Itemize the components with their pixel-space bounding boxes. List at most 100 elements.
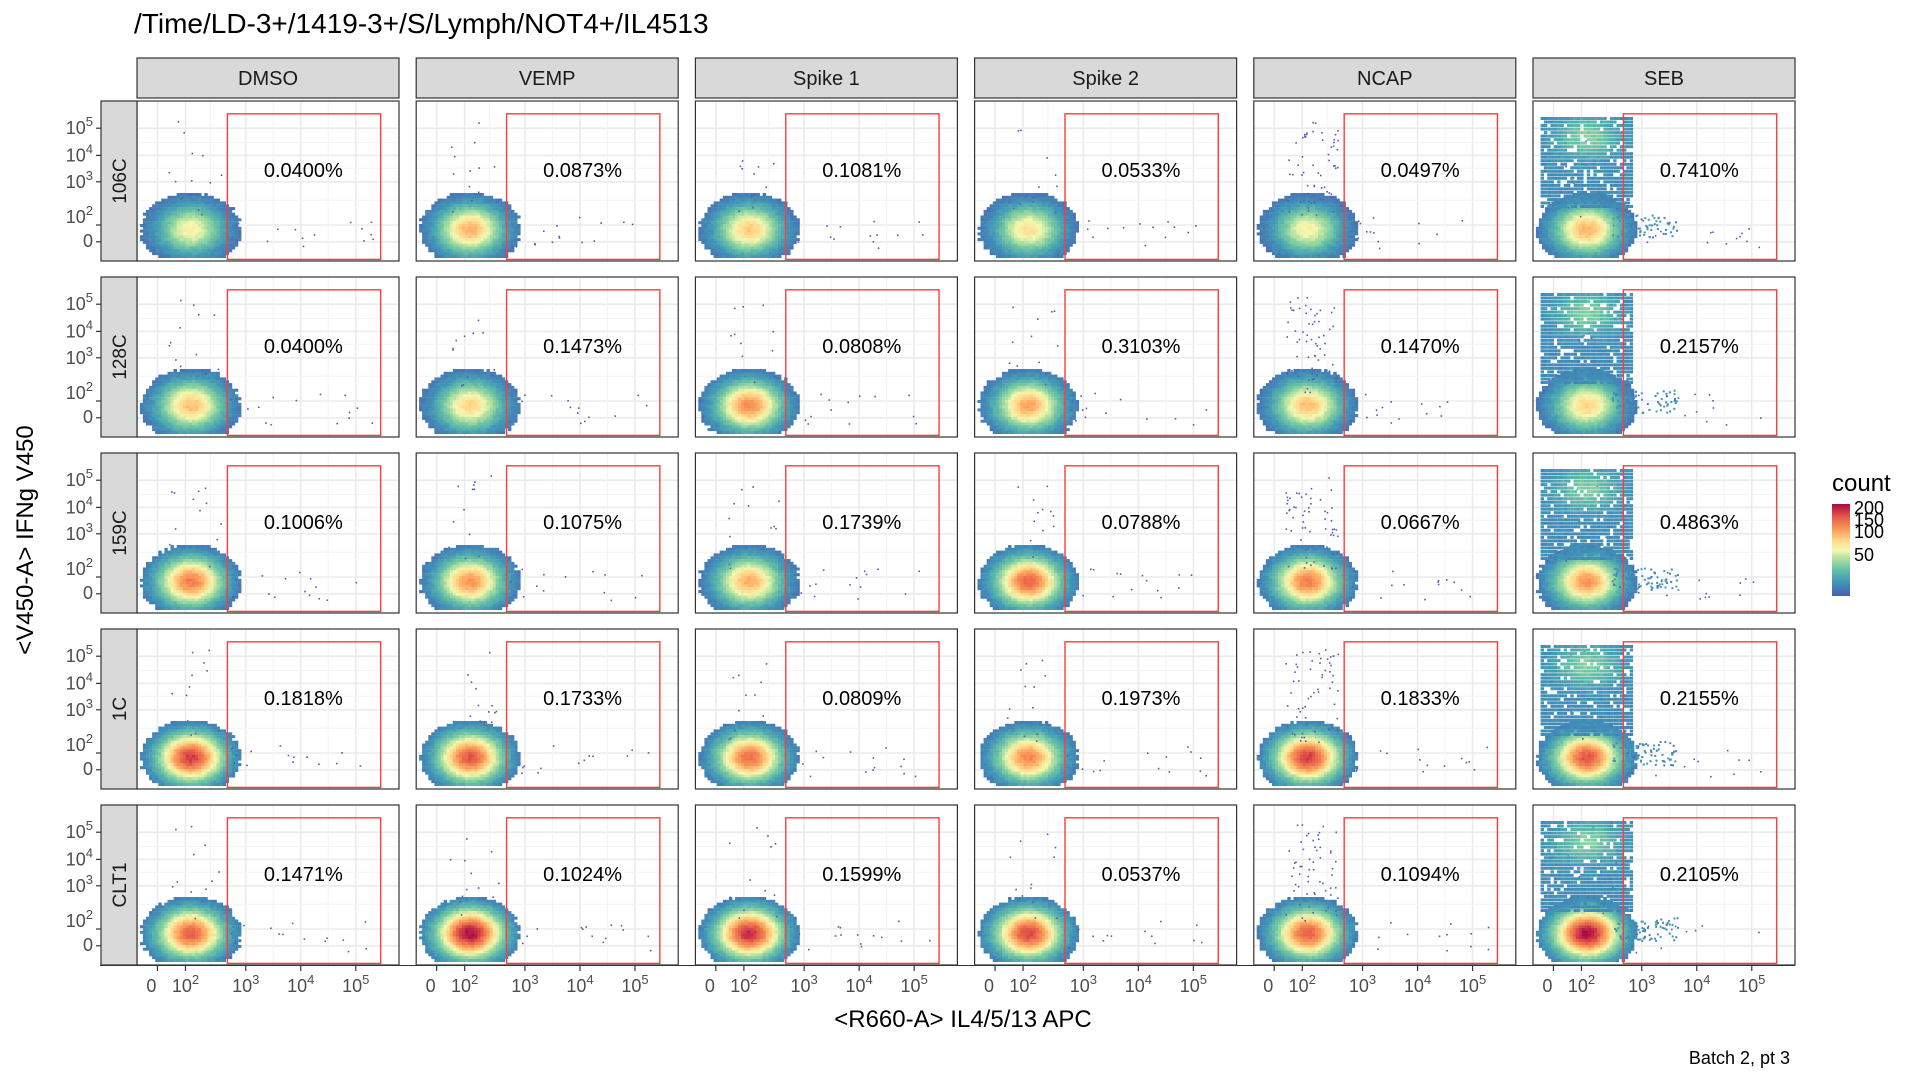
panel-grid <box>416 629 679 789</box>
density-cells <box>698 304 917 434</box>
panel-159c-ncap: 0.0667% <box>1253 452 1517 614</box>
gate-rectangle <box>226 465 382 613</box>
panel-clt1-spike-1: 0.1599% <box>694 804 959 966</box>
panel-128c-spike-1: 0.0808% <box>694 276 959 438</box>
gate-rectangle <box>785 113 940 261</box>
gate-percentage: 0.2105% <box>1660 864 1739 886</box>
x-tick-label: 0 <box>984 976 994 996</box>
x-tick-label: 102 <box>1009 972 1036 996</box>
row-strip-label: 128C <box>110 334 131 379</box>
x-tick-label: 102 <box>730 972 757 996</box>
gate-rectangle <box>1343 289 1499 437</box>
density-cells <box>1256 296 1449 434</box>
x-axis-seb: 0 102 103 104 105 <box>1542 965 1765 996</box>
legend-tick-150: 150 <box>1854 511 1884 529</box>
y-axis-row-clt1: 0 102 103 104 105 <box>66 818 101 955</box>
column-strip-seb: SEB <box>1532 57 1796 99</box>
gate-percentage: 0.1024% <box>543 864 622 886</box>
y-axis-row-128c: 0 102 103 104 105 <box>66 290 101 427</box>
x-tick-label: 104 <box>846 972 873 996</box>
panel-border <box>973 100 1238 262</box>
panel-border <box>415 452 679 614</box>
y-tick-label: 104 <box>66 845 93 869</box>
panel-border <box>1253 628 1517 790</box>
gate-rectangle <box>1343 465 1499 613</box>
gate-rectangle <box>1064 465 1219 613</box>
density-cells <box>698 160 924 258</box>
panel-border <box>1253 276 1517 438</box>
x-tick-label: 102 <box>172 972 199 996</box>
density-cells <box>419 651 650 786</box>
y-tick-label: 103 <box>66 168 93 192</box>
panel-1c-dmso: 0.1818% <box>136 628 400 790</box>
panel-clt1-spike-2: 0.0537% <box>973 804 1238 966</box>
caption: Batch 2, pt 3 <box>1689 1048 1790 1069</box>
panel-128c-spike-2: 0.3103% <box>973 276 1238 438</box>
panel-grid <box>137 629 399 789</box>
gate-rectangle <box>505 113 661 261</box>
legend-body: 200 150 100 50 <box>1832 499 1891 596</box>
panel-159c-vemp: 0.1075% <box>415 452 679 614</box>
density-cells <box>419 838 652 962</box>
panel-128c-seb: 0.2157% <box>1532 276 1796 438</box>
x-tick-label: 104 <box>287 972 314 996</box>
y-axis-row-1c: 0 102 103 104 105 <box>66 642 101 779</box>
panel-grid <box>137 453 399 613</box>
gate-rectangle <box>1622 465 1778 613</box>
panel-1c-ncap: 0.1833% <box>1253 628 1517 790</box>
panel-106c-vemp: 0.0873% <box>415 100 679 262</box>
density-cells <box>698 486 920 610</box>
gate-percentage: 0.0533% <box>1101 160 1180 182</box>
panel-159c-spike-1: 0.1739% <box>694 452 959 614</box>
density-cells <box>698 827 931 962</box>
x-tick-label: 105 <box>1180 972 1207 996</box>
gate-percentage: 0.1739% <box>822 512 901 534</box>
gate-percentage: 0.1470% <box>1381 336 1460 358</box>
y-tick-label: 105 <box>66 818 93 842</box>
y-axis-row-159c: 0 102 103 104 105 <box>66 466 101 603</box>
x-axis-dmso: 0 102 103 104 105 <box>146 965 369 996</box>
panel-border <box>1253 452 1517 614</box>
gate-percentage: 0.0809% <box>822 688 901 710</box>
column-strip-ncap: NCAP <box>1253 57 1517 99</box>
y-tick-label: 102 <box>66 203 93 227</box>
legend-tick-100: 100 <box>1854 523 1884 541</box>
column-strip-vemp: VEMP <box>415 57 679 99</box>
panel-1c-vemp: 0.1733% <box>415 628 679 790</box>
gate-rectangle <box>1622 817 1778 965</box>
gate-percentage: 0.0808% <box>822 336 901 358</box>
gate-rectangle <box>1064 817 1219 965</box>
y-tick-label: 0 <box>83 231 93 251</box>
panel-border <box>1532 276 1796 438</box>
gate-rectangle <box>226 817 382 965</box>
x-axis-label: <R660-A> IL4/5/13 APC <box>134 1006 1792 1034</box>
y-tick-label: 105 <box>66 114 93 138</box>
legend-tick-200: 200 <box>1854 499 1884 517</box>
y-tick-label: 105 <box>66 290 93 314</box>
density-cells <box>1256 824 1490 962</box>
gate-rectangle <box>226 641 382 789</box>
row-strip-label: CLT1 <box>110 862 131 907</box>
density-cells <box>977 129 1197 258</box>
x-tick-label: 0 <box>1542 976 1552 996</box>
gate-rectangle <box>505 817 661 965</box>
y-tick-label: 0 <box>83 935 93 955</box>
density-cells <box>419 475 643 610</box>
y-tick-label: 104 <box>66 493 93 517</box>
y-tick-label: 103 <box>66 872 93 896</box>
panel-border <box>694 100 959 262</box>
legend-title: count <box>1832 470 1891 498</box>
x-tick-label: 104 <box>1125 972 1152 996</box>
gate-percentage: 0.7410% <box>1660 160 1739 182</box>
gate-percentage: 0.1473% <box>543 336 622 358</box>
gate-rectangle <box>1343 817 1499 965</box>
y-tick-label: 104 <box>66 141 93 165</box>
column-strip-label: DMSO <box>238 68 298 90</box>
x-tick-label: 102 <box>1568 972 1595 996</box>
density-cells <box>1256 649 1488 786</box>
gate-percentage: 0.0400% <box>264 160 343 182</box>
gate-rectangle <box>1622 641 1778 789</box>
x-tick-label: 105 <box>901 972 928 996</box>
legend-tick-50: 50 <box>1854 546 1874 564</box>
